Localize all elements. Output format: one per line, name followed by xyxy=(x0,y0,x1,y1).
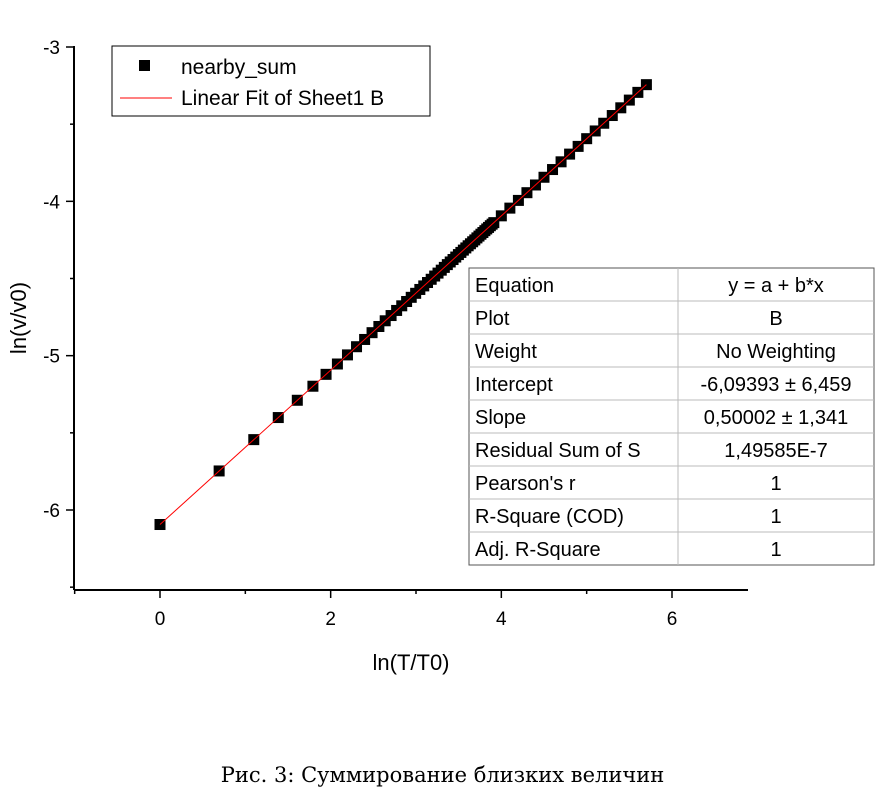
figure-caption: Рис. 3: Суммирование близких величин xyxy=(220,763,665,787)
stats-table-value: 1,49585E-7 xyxy=(724,440,827,462)
fit-line xyxy=(159,84,647,525)
stats-table-key: Residual Sum of S xyxy=(475,440,641,462)
stats-table-value: 1 xyxy=(770,539,781,561)
stats-table-value: 1 xyxy=(770,506,781,528)
stats-table-frame xyxy=(468,267,875,566)
stats-table-key: R-Square (COD) xyxy=(475,506,624,528)
x-ticks: 0 2 4 6 xyxy=(73,590,678,630)
stats-table-value: y = a + b*x xyxy=(728,275,824,297)
stats-table-value: -6,09393 ± 6,459 xyxy=(700,374,851,396)
y-tick-label: -6 xyxy=(43,501,60,522)
stats-table-key: Equation xyxy=(475,275,554,297)
y-ticks: -6 -5 -4 -3 xyxy=(43,38,74,588)
stats-table-value: No Weighting xyxy=(716,341,836,363)
stats-table: Equation y = a + b*x Plot B Weight No Weighti… xyxy=(468,267,875,566)
stats-table-value: B xyxy=(769,308,782,330)
stats-table-key: Adj. R-Square xyxy=(475,539,601,561)
x-tick-label: 2 xyxy=(325,609,336,630)
chart: 0 2 4 6 -6 -5 -4 -3 ln(T/T0) ln(v/v0) nearby_s… xyxy=(6,38,875,675)
axes: 0 2 4 6 -6 -5 -4 -3 ln(T/T0) ln(v/v0) xyxy=(6,38,748,675)
y-tick-label: -5 xyxy=(43,347,60,368)
x-tick-label: 6 xyxy=(667,609,678,630)
legend-box xyxy=(111,45,431,117)
y-tick-label: -4 xyxy=(43,192,60,213)
x-axis-title: ln(T/T0) xyxy=(373,650,450,675)
legend-marker-square xyxy=(139,60,150,71)
legend-label-fit: Linear Fit of Sheet1 B xyxy=(181,87,384,110)
stats-table-key: Plot xyxy=(475,308,510,330)
stats-table-key: Intercept xyxy=(475,374,553,396)
legend-label-scatter: nearby_sum xyxy=(181,56,297,79)
stats-table-key: Pearson's r xyxy=(475,473,576,495)
x-tick-label: 0 xyxy=(155,609,166,630)
y-axis-title: ln(v/v0) xyxy=(6,282,31,354)
x-tick-label: 4 xyxy=(496,609,507,630)
stats-table-key: Weight xyxy=(475,341,537,363)
series-layer xyxy=(154,79,652,531)
stats-table-key: Slope xyxy=(475,407,526,429)
stats-table-value: 1 xyxy=(770,473,781,495)
stats-table-value: 0,50002 ± 1,341 xyxy=(704,407,848,429)
y-tick-label: -3 xyxy=(43,38,60,59)
legend: nearby_sum Linear Fit of Sheet1 B xyxy=(111,45,431,117)
